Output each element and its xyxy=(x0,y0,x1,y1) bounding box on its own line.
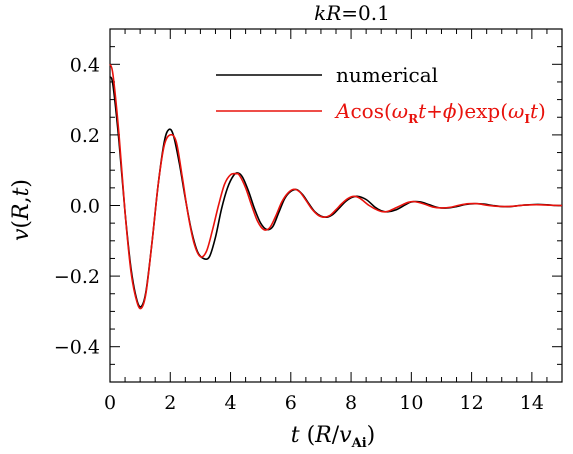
x-tick-label: 8 xyxy=(345,392,357,414)
chart-title: kR=0.1 xyxy=(314,1,390,25)
series-line-fit xyxy=(109,63,563,310)
xlabel-sub: Ai xyxy=(351,436,367,451)
title-eq: =0.1 xyxy=(341,1,390,25)
y-tick-label: −0.2 xyxy=(54,266,100,288)
x-tick-label: 4 xyxy=(224,392,236,414)
ylabel-R: R xyxy=(9,203,34,221)
y-tick-label: 0.4 xyxy=(70,54,100,76)
x-tick-label: 10 xyxy=(399,392,423,414)
fit-cos: cos( xyxy=(350,99,391,123)
ylabel-v: v xyxy=(9,228,34,241)
fit-plus: + xyxy=(426,99,443,123)
fit-sub-r: R xyxy=(408,112,419,126)
legend: numerical Acos(ωRt+ϕ)exp(ωIt) xyxy=(216,63,546,126)
fit-omega-r: ω xyxy=(392,99,408,123)
ylabel-open: ( xyxy=(9,220,34,229)
x-tick-label: 14 xyxy=(520,392,544,414)
ylabel-close: ) xyxy=(9,179,34,188)
fit-exp: )exp( xyxy=(457,99,509,123)
fit-t1: t xyxy=(418,99,427,123)
x-tick-label: 6 xyxy=(285,392,297,414)
axis-ticks xyxy=(109,28,563,383)
series-layer xyxy=(109,63,563,310)
y-tick-label: 0.2 xyxy=(70,125,100,147)
legend-label-numerical: numerical xyxy=(336,63,438,87)
fit-phi: ϕ xyxy=(443,99,457,123)
fit-t2: t xyxy=(530,99,539,123)
xlabel-v: v xyxy=(339,423,352,448)
axis-tick-labels: 0 2 4 6 8 10 12 14 −0.4 −0.2 0.0 0.2 0.4 xyxy=(54,54,544,414)
xlabel-open: ( xyxy=(300,423,316,448)
x-tick-label: 0 xyxy=(104,392,116,414)
xlabel-t: t xyxy=(291,423,300,448)
xlabel-close: ) xyxy=(367,423,376,448)
ylabel-t: t xyxy=(9,187,34,196)
x-tick-label: 2 xyxy=(164,392,176,414)
title-R: R xyxy=(325,1,341,25)
y-tick-label: 0.0 xyxy=(70,196,100,218)
x-tick-label: 12 xyxy=(460,392,484,414)
fit-close: ) xyxy=(538,99,546,123)
x-axis-label: t (R/vAi) xyxy=(291,423,375,451)
fit-sub-i: I xyxy=(524,112,530,126)
fit-A: A xyxy=(334,99,350,123)
y-axis-label: v(R,t) xyxy=(9,179,34,241)
fit-omega-i: ω xyxy=(508,99,524,123)
y-tick-label: −0.4 xyxy=(54,337,100,359)
xlabel-R: R xyxy=(314,423,332,448)
xlabel-slash: / xyxy=(332,423,340,448)
ylabel-comma: , xyxy=(9,196,34,203)
legend-label-fit: Acos(ωRt+ϕ)exp(ωIt) xyxy=(334,99,546,126)
title-k: k xyxy=(314,1,326,25)
plot-area: 0 2 4 6 8 10 12 14 −0.4 −0.2 0.0 0.2 0.4 xyxy=(54,28,563,414)
